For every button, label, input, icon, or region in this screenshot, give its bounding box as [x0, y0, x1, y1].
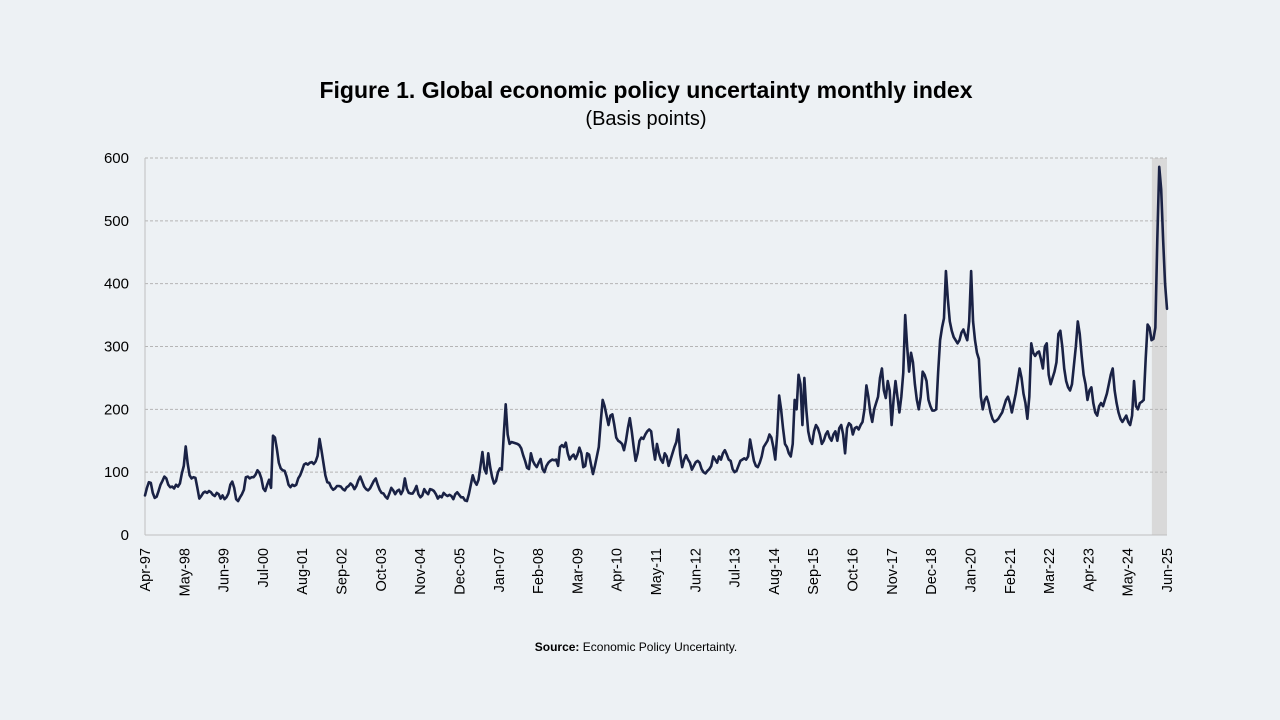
x-tick-label: Aug-14 — [767, 548, 783, 595]
x-tick-label: Dec-05 — [452, 548, 468, 595]
x-tick-label: Jul-00 — [256, 548, 272, 588]
x-tick-label: Nov-17 — [885, 548, 901, 595]
x-tick-label: Jul-13 — [728, 548, 744, 588]
x-tick-label: Apr-10 — [610, 548, 626, 592]
y-tick-label: 200 — [104, 401, 129, 418]
x-tick-label: Apr-23 — [1081, 548, 1097, 592]
chart-subtitle: (Basis points) — [585, 108, 707, 130]
chart-title: Figure 1. Global economic policy uncerta… — [319, 77, 973, 103]
x-tick-label: Oct-03 — [374, 548, 390, 592]
x-tick-label: Sep-02 — [335, 548, 351, 595]
source-text: Economic Policy Uncertainty. — [582, 640, 738, 654]
x-tick-label: Jun-25 — [1160, 548, 1176, 592]
x-tick-label: Apr-97 — [138, 548, 154, 592]
x-tick-label: May-24 — [1121, 548, 1137, 596]
x-tick-label: Jun-99 — [217, 548, 233, 592]
x-tick-label: Oct-16 — [846, 548, 862, 592]
x-tick-label: Feb-21 — [1003, 548, 1019, 594]
y-tick-label: 500 — [104, 213, 129, 230]
x-tick-label: Jan-20 — [963, 548, 979, 592]
x-tick-label: Sep-15 — [806, 548, 822, 595]
x-tick-label: Mar-22 — [1042, 548, 1058, 594]
x-tick-label: Nov-04 — [413, 548, 429, 595]
y-tick-label: 100 — [104, 464, 129, 481]
x-tick-label: May-11 — [649, 548, 665, 595]
x-tick-label: May-98 — [177, 548, 193, 596]
x-tick-label: Mar-09 — [570, 548, 586, 594]
y-tick-label: 600 — [104, 150, 129, 167]
y-tick-label: 300 — [104, 339, 129, 356]
x-tick-label: Aug-01 — [295, 548, 311, 595]
y-tick-label: 0 — [121, 527, 129, 544]
x-tick-label: Jun-12 — [688, 548, 704, 592]
x-tick-label: Dec-18 — [924, 548, 940, 595]
source-label: Source: — [534, 640, 580, 654]
shaded-period — [1151, 158, 1167, 535]
y-tick-label: 400 — [104, 276, 129, 293]
x-tick-label: Feb-08 — [531, 548, 547, 594]
x-tick-label: Jan-07 — [492, 548, 508, 592]
source-note: Source: Economic Policy Uncertainty. — [0, 640, 1272, 654]
series-line — [143, 165, 1169, 503]
